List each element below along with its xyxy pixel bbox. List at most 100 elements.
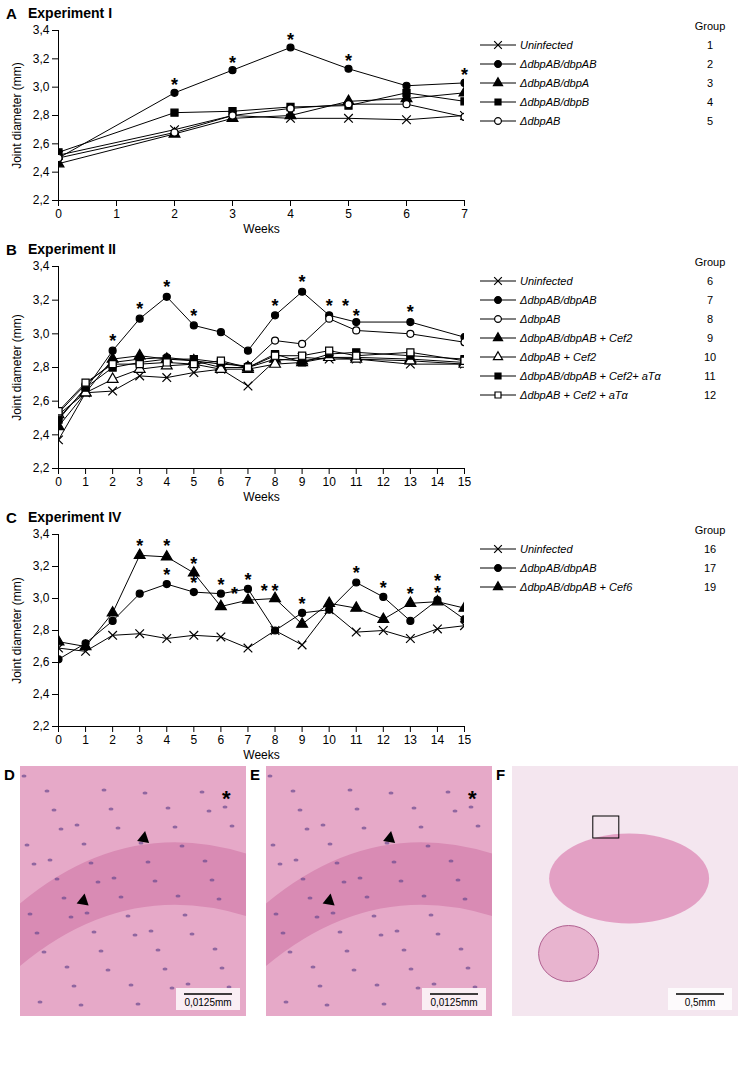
svg-text:0: 0 — [55, 733, 62, 747]
svg-text:*: * — [434, 583, 441, 603]
svg-text:*: * — [353, 306, 360, 326]
svg-text:14: 14 — [431, 475, 445, 489]
svg-text:0,0125mm: 0,0125mm — [184, 997, 231, 1008]
svg-text:D: D — [4, 766, 15, 783]
svg-text:15: 15 — [458, 475, 472, 489]
svg-text:*: * — [287, 30, 294, 50]
svg-text:*: * — [229, 53, 236, 73]
svg-text:5: 5 — [190, 475, 197, 489]
svg-text:0,0125mm: 0,0125mm — [430, 997, 477, 1008]
svg-text:*: * — [326, 296, 333, 316]
svg-text:10: 10 — [322, 475, 336, 489]
svg-text:*: * — [272, 581, 279, 601]
svg-text:3,2: 3,2 — [33, 52, 50, 66]
svg-text:2,6: 2,6 — [33, 394, 50, 408]
svg-text:2,8: 2,8 — [33, 108, 50, 122]
svg-text:3: 3 — [229, 207, 236, 221]
svg-text:*: * — [109, 331, 116, 351]
svg-text:3,2: 3,2 — [33, 293, 50, 307]
svg-text:2,4: 2,4 — [33, 687, 50, 701]
svg-text:6: 6 — [218, 475, 225, 489]
svg-text:9: 9 — [299, 733, 306, 747]
svg-text:*: * — [231, 584, 238, 604]
svg-text:*: * — [217, 575, 224, 595]
svg-text:11: 11 — [350, 475, 363, 489]
svg-text:3,4: 3,4 — [33, 23, 50, 37]
svg-text:*: * — [407, 302, 414, 322]
svg-text:Weeks: Weeks — [243, 222, 279, 236]
svg-text:4: 4 — [163, 733, 170, 747]
svg-text:Weeks: Weeks — [243, 748, 279, 762]
svg-text:Joint diameter (mm): Joint diameter (mm) — [10, 314, 24, 421]
svg-text:10: 10 — [322, 733, 336, 747]
svg-text:1: 1 — [82, 475, 89, 489]
svg-text:7: 7 — [245, 475, 252, 489]
svg-text:*: * — [353, 563, 360, 583]
svg-text:3: 3 — [136, 475, 143, 489]
svg-text:3: 3 — [136, 733, 143, 747]
svg-text:*: * — [342, 296, 349, 316]
svg-text:*: * — [272, 296, 279, 316]
svg-text:2,4: 2,4 — [33, 165, 50, 179]
svg-text:F: F — [496, 766, 505, 783]
svg-text:7: 7 — [245, 733, 252, 747]
svg-text:3,4: 3,4 — [33, 259, 50, 273]
svg-text:*: * — [244, 570, 251, 590]
svg-text:2,4: 2,4 — [33, 428, 50, 442]
svg-text:11: 11 — [350, 733, 363, 747]
svg-text:9: 9 — [299, 475, 306, 489]
svg-text:2: 2 — [171, 207, 178, 221]
svg-text:Joint diameter (mm): Joint diameter (mm) — [10, 62, 24, 169]
svg-text:0: 0 — [55, 207, 62, 221]
svg-text:*: * — [345, 51, 352, 71]
svg-text:2,2: 2,2 — [33, 461, 50, 475]
svg-text:Weeks: Weeks — [243, 490, 279, 504]
svg-text:5: 5 — [345, 207, 352, 221]
svg-text:*: * — [380, 578, 387, 598]
svg-text:0: 0 — [55, 475, 62, 489]
svg-text:*: * — [190, 573, 197, 593]
svg-text:2,2: 2,2 — [33, 193, 50, 207]
svg-text:7: 7 — [461, 207, 468, 221]
svg-text:2,6: 2,6 — [33, 655, 50, 669]
svg-text:1: 1 — [113, 207, 120, 221]
svg-text:3,2: 3,2 — [33, 559, 50, 573]
svg-text:*: * — [468, 786, 477, 811]
svg-text:3,0: 3,0 — [33, 327, 50, 341]
svg-text:2,2: 2,2 — [33, 719, 50, 733]
svg-text:E: E — [250, 766, 260, 783]
svg-text:*: * — [190, 554, 197, 574]
svg-text:4: 4 — [163, 475, 170, 489]
svg-text:2,8: 2,8 — [33, 360, 50, 374]
svg-text:*: * — [163, 565, 170, 585]
svg-text:13: 13 — [404, 475, 418, 489]
svg-text:*: * — [136, 299, 143, 319]
svg-text:*: * — [407, 584, 414, 604]
svg-text:3,0: 3,0 — [33, 591, 50, 605]
svg-text:*: * — [136, 536, 143, 556]
svg-text:13: 13 — [404, 733, 418, 747]
svg-text:*: * — [171, 75, 178, 95]
svg-text:2: 2 — [109, 733, 116, 747]
svg-text:*: * — [261, 581, 268, 601]
svg-text:2,8: 2,8 — [33, 623, 50, 637]
svg-text:3,4: 3,4 — [33, 527, 50, 541]
svg-text:12: 12 — [377, 475, 391, 489]
svg-text:1: 1 — [82, 733, 89, 747]
svg-text:*: * — [222, 786, 231, 811]
svg-text:2: 2 — [109, 475, 116, 489]
svg-text:*: * — [461, 65, 468, 85]
svg-text:*: * — [190, 306, 197, 326]
svg-text:6: 6 — [218, 733, 225, 747]
svg-text:3,0: 3,0 — [33, 80, 50, 94]
svg-text:Joint diameter (mm): Joint diameter (mm) — [10, 577, 24, 684]
svg-text:14: 14 — [431, 733, 445, 747]
svg-text:8: 8 — [272, 733, 279, 747]
svg-text:*: * — [163, 277, 170, 297]
svg-text:*: * — [163, 536, 170, 556]
svg-text:2,6: 2,6 — [33, 137, 50, 151]
svg-text:*: * — [299, 594, 306, 614]
svg-text:*: * — [299, 272, 306, 292]
svg-text:8: 8 — [272, 475, 279, 489]
svg-text:4: 4 — [287, 207, 294, 221]
